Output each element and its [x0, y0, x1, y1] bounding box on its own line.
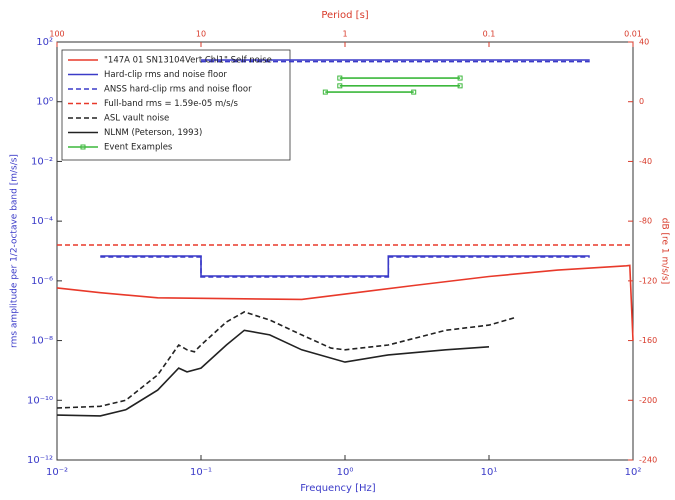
top-axis-label: Period [s]	[321, 10, 368, 21]
series-marker	[322, 89, 328, 95]
right-tick-label: -40	[639, 157, 652, 166]
y-tick-label: 10⁻⁸	[31, 336, 53, 347]
top-tick-label: 100	[49, 30, 64, 39]
series-marker	[337, 75, 343, 81]
y-tick-label: 10⁻²	[31, 156, 53, 167]
right-tick-label: -200	[639, 396, 657, 405]
y-axis-label: rms amplitude per 1/2-octave band [m/s/s…	[10, 154, 20, 348]
legend-box	[61, 49, 291, 161]
right-tick-label: -120	[639, 276, 657, 285]
y-tick-label: 10⁻¹⁰	[27, 395, 53, 406]
series-line	[56, 311, 515, 409]
series-line	[56, 264, 634, 341]
x-tick-label: 10⁻¹	[190, 467, 212, 478]
right-tick-label: -240	[639, 456, 657, 465]
series-marker	[337, 83, 343, 89]
series-line	[325, 77, 461, 93]
top-tick-label: 1	[342, 30, 347, 39]
right-tick-label: -160	[639, 336, 657, 345]
series-marker	[411, 89, 417, 95]
right-tick-label: 0	[639, 97, 644, 106]
y-tick-label: 10⁻⁶	[31, 276, 53, 287]
y-tick-label: 10⁻⁴	[31, 216, 53, 227]
top-tick-label: 0.01	[624, 30, 642, 39]
x-tick-label: 10⁰	[337, 467, 354, 478]
series-line	[100, 60, 590, 278]
series-marker	[457, 83, 463, 89]
right-tick-label: -80	[639, 217, 652, 226]
series-line	[56, 329, 490, 417]
y-tick-label: 10⁰	[36, 97, 53, 108]
legend-label: Full-band rms = 1.59e-05 m/s/s	[104, 99, 238, 109]
y-tick-label: 10⁻¹²	[27, 455, 53, 466]
top-tick-label: 0.1	[483, 30, 496, 39]
legend-label: NLNM (Peterson, 1993)	[104, 128, 202, 138]
legend-label: "147A 01 SN13104Vert Chl1" Self noise	[104, 56, 272, 66]
x-tick-label: 10⁻²	[46, 467, 68, 478]
series-marker	[457, 75, 463, 81]
x-tick-label: 10²	[625, 467, 642, 478]
legend-label: Hard-clip rms and noise floor	[104, 70, 227, 80]
y-tick-label: 10²	[36, 37, 53, 48]
legend-label: ANSS hard-clip rms and noise floor	[104, 85, 252, 95]
top-tick-label: 10	[196, 30, 206, 39]
legend-marker	[80, 144, 86, 150]
legend-label: Event Examples	[104, 143, 173, 153]
series-line	[100, 59, 590, 277]
right-axis-label: dB [re 1 m/s/s]	[660, 218, 670, 284]
x-tick-label: 10¹	[481, 467, 498, 478]
x-axis-label: Frequency [Hz]	[300, 483, 376, 494]
right-tick-label: 40	[639, 38, 649, 47]
legend-label: ASL vault noise	[104, 114, 169, 124]
